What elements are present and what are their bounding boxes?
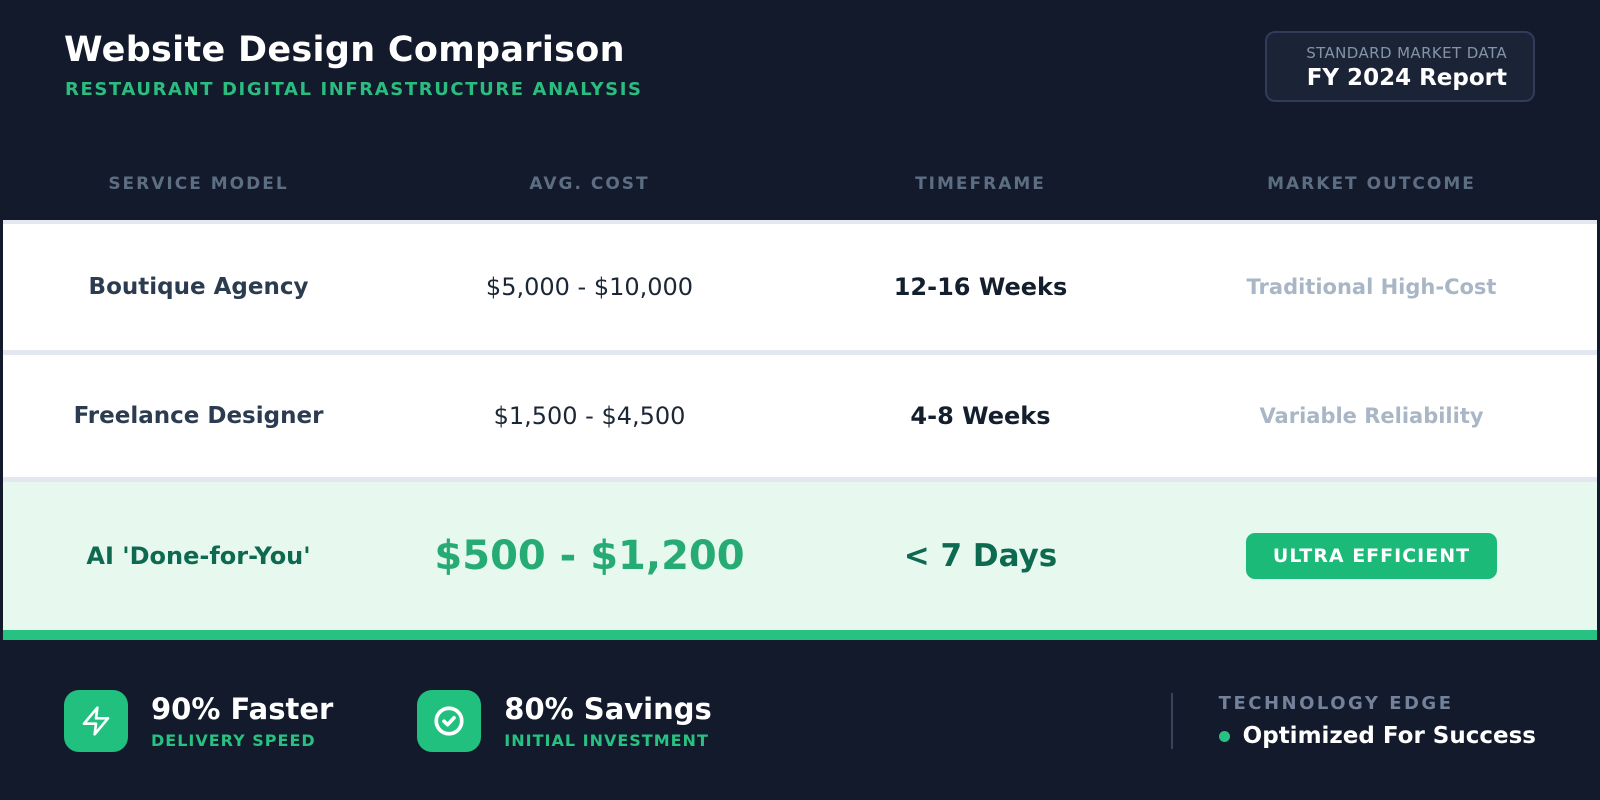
service-name: Boutique Agency (88, 274, 309, 300)
technology-edge-block: TECHNOLOGY EDGE Optimized For Success (1170, 693, 1536, 749)
market-outcome-value: Variable Reliability (1259, 404, 1484, 428)
accent-bar (3, 630, 1597, 640)
stat-delivery-speed: 90% Faster DELIVERY SPEED (64, 690, 333, 752)
service-name: AI 'Done-for-You' (86, 542, 311, 570)
stat-value: 90% Faster (151, 692, 334, 726)
vertical-divider (1170, 693, 1173, 749)
check-circle-icon (417, 690, 482, 752)
page-subtitle: RESTAURANT DIGITAL INFRASTRUCTURE ANALYS… (65, 79, 643, 100)
column-header-market-outcome: MARKET OUTCOME (1267, 174, 1476, 194)
table-row: Boutique Agency $5,000 - $10,000 12-16 W… (3, 224, 1597, 350)
avg-cost-value: $1,500 - $4,500 (493, 402, 686, 430)
technology-edge-label: TECHNOLOGY EDGE (1218, 693, 1454, 714)
column-headers: SERVICE MODEL AVG. COST TIMEFRAME MARKET… (3, 174, 1597, 194)
bullet-dot-icon (1218, 730, 1230, 742)
timeframe-value: < 7 Days (903, 538, 1058, 574)
table-row: Freelance Designer $1,500 - $4,500 4-8 W… (3, 355, 1597, 477)
stat-label: DELIVERY SPEED (151, 731, 316, 750)
stat-value: 80% Savings (504, 692, 712, 726)
row-divider (3, 477, 1597, 482)
report-badge-label: STANDARD MARKET DATA (1306, 44, 1507, 62)
row-divider (3, 350, 1597, 355)
bolt-icon (64, 690, 128, 752)
timeframe-value: 4-8 Weeks (910, 402, 1051, 430)
avg-cost-value: $5,000 - $10,000 (485, 273, 694, 301)
timeframe-value: 12-16 Weeks (893, 273, 1068, 301)
header: Website Design Comparison RESTAURANT DIG… (0, 0, 1600, 220)
column-header-avg-cost: AVG. COST (529, 174, 650, 194)
stat-initial-investment: 80% Savings INITIAL INVESTMENT (417, 690, 712, 752)
technology-edge-value: Optimized For Success (1242, 723, 1536, 749)
column-header-service-model: SERVICE MODEL (108, 174, 289, 194)
stat-text: 90% Faster DELIVERY SPEED (151, 692, 333, 750)
report-badge: STANDARD MARKET DATA FY 2024 Report (1265, 31, 1535, 102)
ultra-efficient-badge-button[interactable]: ULTRA EFFICIENT (1245, 533, 1498, 579)
column-header-timeframe: TIMEFRAME (915, 174, 1046, 194)
report-badge-value: FY 2024 Report (1306, 65, 1507, 91)
footer: 90% Faster DELIVERY SPEED 80% Savings IN… (0, 640, 1600, 800)
table-row-highlighted: AI 'Done-for-You' $500 - $1,200 < 7 Days… (3, 482, 1597, 630)
technology-edge-text: TECHNOLOGY EDGE Optimized For Success (1218, 693, 1536, 749)
comparison-table: Boutique Agency $5,000 - $10,000 12-16 W… (3, 220, 1597, 630)
avg-cost-value: $500 - $1,200 (434, 533, 745, 579)
technology-edge-value-row: Optimized For Success (1218, 723, 1536, 749)
market-outcome-value: Traditional High-Cost (1246, 275, 1497, 299)
service-name: Freelance Designer (73, 403, 324, 429)
stat-text: 80% Savings INITIAL INVESTMENT (504, 692, 711, 750)
stat-label: INITIAL INVESTMENT (504, 731, 709, 750)
page-title: Website Design Comparison (64, 30, 625, 70)
